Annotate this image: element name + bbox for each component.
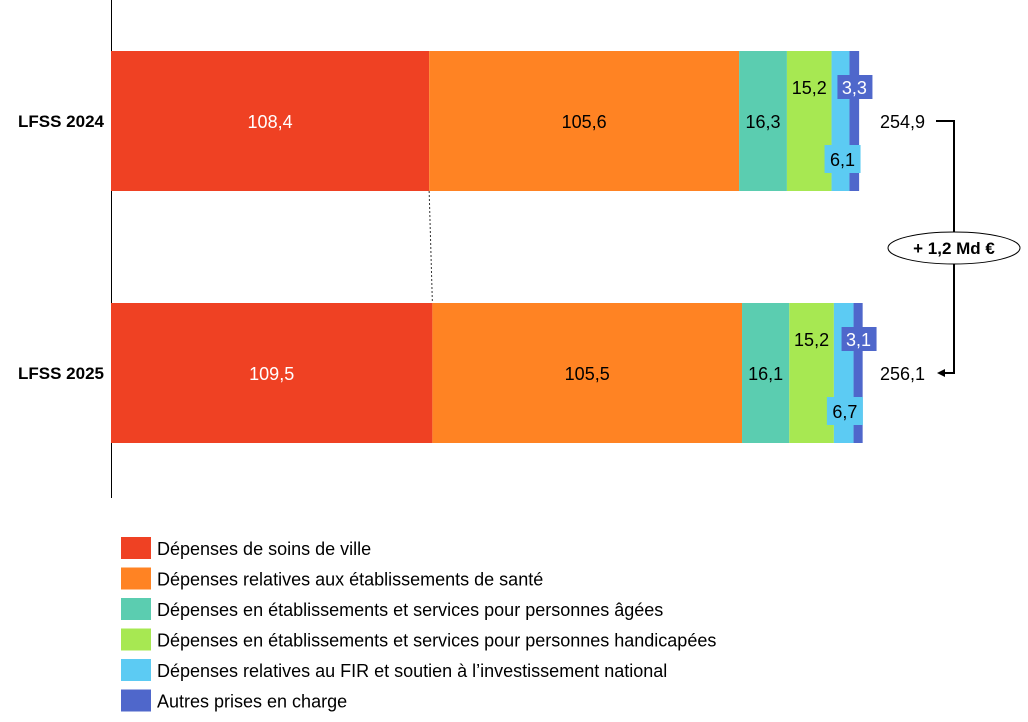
legend-label: Dépenses en établissements et services p… [157, 631, 716, 651]
data-label-box [824, 145, 861, 173]
legend-item: Autres prises en charge [121, 689, 347, 712]
legend-label: Dépenses relatives aux établissements de… [157, 570, 543, 590]
data-label-box [837, 75, 873, 99]
data-label: 16,3 [745, 112, 780, 132]
legend-swatch [121, 628, 151, 651]
legend-label: Autres prises en charge [157, 692, 347, 712]
data-label: 105,6 [562, 112, 607, 132]
bar-segment [111, 303, 433, 443]
connector-line [428, 190, 433, 304]
legend-item: Dépenses relatives au FIR et soutien à l… [121, 659, 667, 681]
difference-label: + 1,2 Md € [913, 239, 995, 258]
bar-segment [432, 303, 743, 443]
legend-swatch [121, 689, 151, 712]
bar-segment [742, 303, 790, 443]
data-label: 3,1 [846, 330, 871, 350]
bar-segment [111, 51, 430, 191]
data-label: 15,2 [792, 78, 827, 98]
bar-segment [786, 51, 832, 191]
data-label: 108,4 [248, 112, 293, 132]
legend-label: Dépenses de soins de ville [157, 539, 371, 559]
legend-swatch [121, 567, 151, 590]
difference-ellipse [887, 231, 1021, 265]
bar-segment [849, 51, 860, 191]
arrow-head-icon [937, 369, 945, 377]
bar-segment [789, 303, 834, 443]
data-label: 109,5 [249, 364, 294, 384]
legend-item: Dépenses en établissements et services p… [121, 598, 663, 620]
data-label: 3,3 [842, 78, 867, 98]
bar-segment [739, 51, 787, 191]
total-label: 254,9 [880, 112, 925, 132]
legend-label: Dépenses en établissements et services p… [157, 600, 663, 620]
legend-swatch [121, 537, 151, 559]
total-label: 256,1 [880, 364, 925, 384]
data-label: 16,1 [748, 364, 783, 384]
legend-item: Dépenses relatives aux établissements de… [121, 567, 543, 590]
category-label: LFSS 2024 [18, 112, 105, 131]
data-label-box [841, 327, 877, 351]
category-label: LFSS 2025 [18, 364, 104, 383]
legend-swatch [121, 659, 151, 681]
bar-segment [429, 51, 740, 191]
data-label: 6,1 [830, 150, 855, 170]
legend-item: Dépenses en établissements et services p… [121, 628, 716, 651]
legend-swatch [121, 598, 151, 620]
legend-label: Dépenses relatives au FIR et soutien à l… [157, 661, 667, 681]
data-label: 105,5 [565, 364, 610, 384]
data-label: 6,7 [832, 402, 857, 422]
data-label: 15,2 [794, 330, 829, 350]
data-label-box [826, 397, 863, 425]
bar-segment [853, 303, 863, 443]
legend-item: Dépenses de soins de ville [121, 537, 371, 559]
